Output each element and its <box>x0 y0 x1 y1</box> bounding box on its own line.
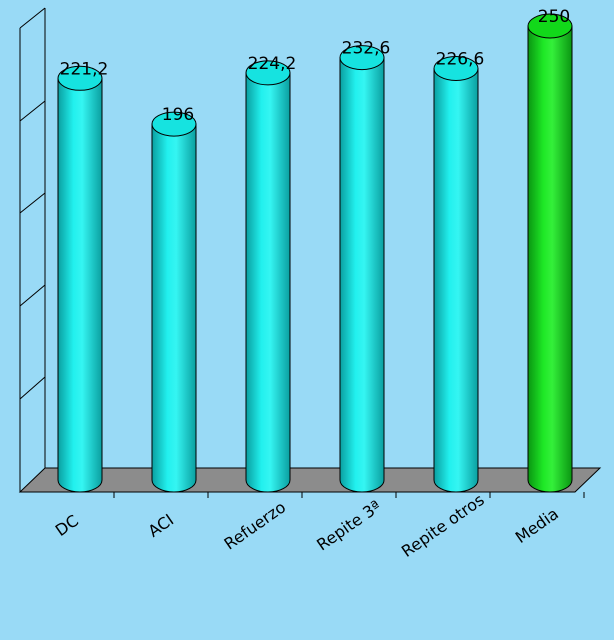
axes-frame <box>18 7 602 493</box>
x-tick-label: DC <box>52 511 82 540</box>
bar-body <box>339 57 385 493</box>
data-label: 232,6 <box>342 39 391 59</box>
bar-body <box>527 25 573 493</box>
bar-media <box>527 13 573 493</box>
x-tick-labels: DC ACI Refuerzo Repite 3ª Repite otros Media <box>52 490 585 561</box>
data-label: 226,6 <box>436 49 485 69</box>
bar-refuerzo <box>245 60 291 493</box>
data-label: 221,2 <box>60 59 109 79</box>
x-tick-label: Repite 3ª <box>313 497 384 555</box>
labels-layer: 221,2 196 224,2 232,6 226,6 250 <box>60 7 571 125</box>
data-label: 224,2 <box>248 54 297 74</box>
data-label: 250 <box>538 7 570 27</box>
y-tick-3 <box>19 284 46 307</box>
data-label: 196 <box>162 105 194 125</box>
x-tick-label: Media <box>512 504 562 547</box>
bar-body <box>433 67 479 493</box>
bar-body <box>151 123 197 493</box>
bar-body <box>57 77 103 493</box>
bar-cap <box>57 65 103 91</box>
bar-body <box>245 72 291 493</box>
top-edge <box>19 7 46 29</box>
bar-dc <box>57 65 103 493</box>
bar-cap <box>245 60 291 86</box>
x-tick-label: ACI <box>145 510 178 541</box>
bar-repite-3 <box>339 45 385 493</box>
chart-floor <box>18 467 602 493</box>
bars-layer <box>57 13 573 493</box>
bar-cap <box>151 111 197 137</box>
bar-cap <box>339 45 385 71</box>
y-tick-4 <box>19 376 46 400</box>
bar-aci <box>151 111 197 493</box>
bar-cap <box>433 55 479 81</box>
bar-cap <box>527 13 573 39</box>
y-tick-2 <box>19 192 46 214</box>
y-tick-1 <box>19 100 46 122</box>
bar-repite-otros <box>433 55 479 493</box>
x-tick-label: Repite otros <box>398 490 488 561</box>
x-tick-label: Refuerzo <box>220 497 289 553</box>
